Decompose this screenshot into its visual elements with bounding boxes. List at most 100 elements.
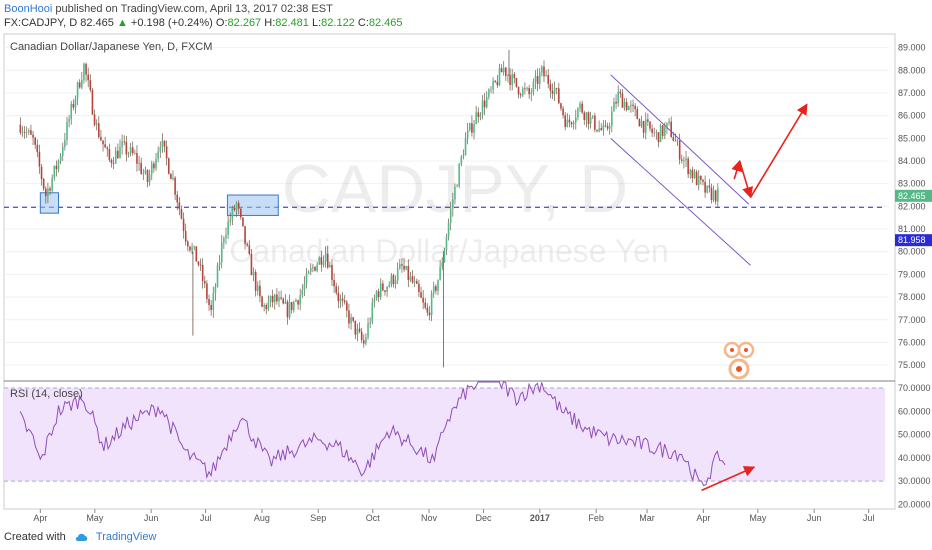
candle-body [464,138,467,156]
candle-body [97,123,100,137]
candle-body [418,283,420,293]
candle-body [377,291,380,298]
candle-body [507,75,509,77]
candle-body [102,140,104,145]
tradingview-brand[interactable]: TradingView [95,531,157,543]
rsi-title: RSI (14, close) [10,388,83,400]
price-tick-label: 77.000 [898,315,926,325]
drawing-emblem-icon [723,341,755,380]
projection-arrow [749,103,808,198]
candle-body [369,322,371,324]
support-price-tag [895,234,932,247]
time-tick-label: Aug [254,513,270,523]
time-tick-label: Dec [476,513,493,523]
candle-body [121,141,123,147]
candle-body [40,166,43,179]
candle-body [333,279,335,287]
candle-body [604,125,607,127]
candle-body [244,226,246,244]
candle-body [148,174,151,183]
candle-body [581,103,583,113]
candle-body [407,265,410,280]
candle-body [638,119,641,127]
candle-body [269,295,272,302]
candle-body [460,156,463,164]
candle-body [697,175,700,186]
candle-body [693,171,696,178]
candle-body [483,100,486,108]
rsi-tick-label: 20.0000 [898,499,931,509]
candle-body [322,261,325,265]
candle-body [32,134,34,138]
candle-body [642,121,645,133]
candle-body [297,300,299,305]
candle-body [458,163,460,187]
candle-body [691,169,694,178]
candle-body [379,283,382,298]
candle-body [384,290,386,292]
tradingview-cloud-icon [75,533,88,542]
candle-body [242,217,244,227]
candle-body [153,163,155,169]
candle-body [685,158,687,160]
author-name[interactable]: BoonHooi [4,3,53,15]
candle-body [201,264,204,281]
candle-body [415,281,418,284]
price-tick-label: 82.000 [898,201,926,211]
up-triangle-icon: ▲ [116,17,128,29]
candle-body [657,132,660,143]
candle-body [606,126,609,129]
candle-body [519,94,522,96]
candle-body [19,124,22,133]
candle-body [170,173,172,180]
candle-body [611,111,613,126]
candle-body [490,89,492,91]
price-tick-label: 78.000 [898,292,926,302]
price-tick-label: 87.000 [898,88,926,98]
candle-body [422,297,424,303]
close-value: 82.465 [368,17,403,29]
candle-body [589,117,592,124]
watermark-name: Canadian Dollar/Japanese Yen [229,233,668,269]
candle-body [443,249,446,263]
candle-body [237,203,240,209]
rsi-axis: 20.0000 30.0000 40.0000 50.0000 60.0000 70.00… [898,383,931,509]
last-price-label: 82.465 [898,191,926,201]
candle-body [710,187,713,200]
high-value: 82.481 [275,17,309,29]
open-label: O: [215,17,228,29]
candle-body [477,112,480,117]
rsi-band-fill [4,387,885,482]
candle-body [695,171,698,186]
candle-body [570,122,573,125]
candle-body [174,177,176,195]
candle-body [659,125,662,143]
candle-body [163,140,166,147]
candle-body [83,63,85,80]
candle-body [485,96,488,108]
candle-body [672,137,675,141]
candle-body [471,123,473,133]
candle-body [536,76,539,84]
candle-body [680,159,683,161]
candle-body [87,74,89,81]
candle-body [630,104,632,107]
price-tick-label: 88.000 [898,65,926,75]
candle-body [373,299,376,303]
rsi-tick-label: 60.0000 [898,406,931,416]
candle-body [466,130,469,139]
candle-body [23,131,26,133]
candle-body [199,264,202,266]
candle-body [106,147,109,150]
candle-body [34,137,36,145]
candle-body [386,286,388,292]
candle-body [47,188,49,197]
candle-body [59,156,62,161]
candle-body [668,121,670,123]
candle-body [280,297,282,299]
candle-body [623,102,626,108]
candle-body [261,296,263,307]
candle-body [110,159,113,164]
candles [19,49,719,368]
